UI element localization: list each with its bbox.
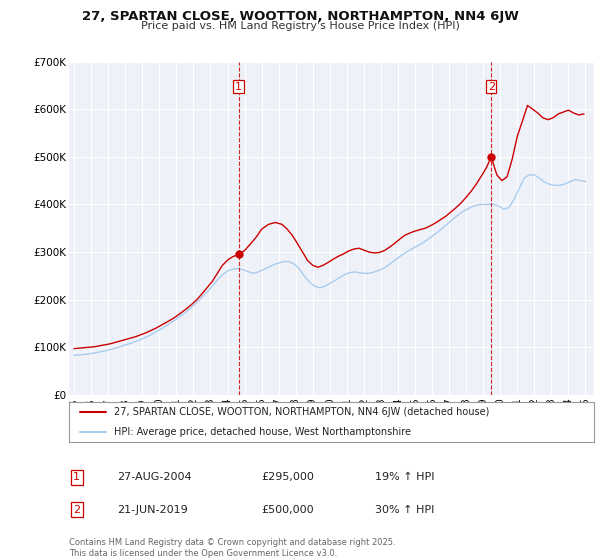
Text: 27, SPARTAN CLOSE, WOOTTON, NORTHAMPTON, NN4 6JW (detached house): 27, SPARTAN CLOSE, WOOTTON, NORTHAMPTON,… xyxy=(113,407,489,417)
Text: HPI: Average price, detached house, West Northamptonshire: HPI: Average price, detached house, West… xyxy=(113,427,410,437)
Text: 1: 1 xyxy=(73,472,80,482)
Text: 21-JUN-2019: 21-JUN-2019 xyxy=(117,505,188,515)
Text: £500,000: £500,000 xyxy=(261,505,314,515)
Text: 27, SPARTAN CLOSE, WOOTTON, NORTHAMPTON, NN4 6JW: 27, SPARTAN CLOSE, WOOTTON, NORTHAMPTON,… xyxy=(82,10,518,23)
Text: 1: 1 xyxy=(235,82,242,92)
Text: Price paid vs. HM Land Registry's House Price Index (HPI): Price paid vs. HM Land Registry's House … xyxy=(140,21,460,31)
FancyBboxPatch shape xyxy=(69,402,594,442)
Text: 19% ↑ HPI: 19% ↑ HPI xyxy=(375,472,434,482)
Text: 30% ↑ HPI: 30% ↑ HPI xyxy=(375,505,434,515)
Text: £295,000: £295,000 xyxy=(261,472,314,482)
Text: 2: 2 xyxy=(488,82,495,92)
Text: 27-AUG-2004: 27-AUG-2004 xyxy=(117,472,191,482)
Text: 2: 2 xyxy=(73,505,80,515)
Text: Contains HM Land Registry data © Crown copyright and database right 2025.
This d: Contains HM Land Registry data © Crown c… xyxy=(69,538,395,558)
